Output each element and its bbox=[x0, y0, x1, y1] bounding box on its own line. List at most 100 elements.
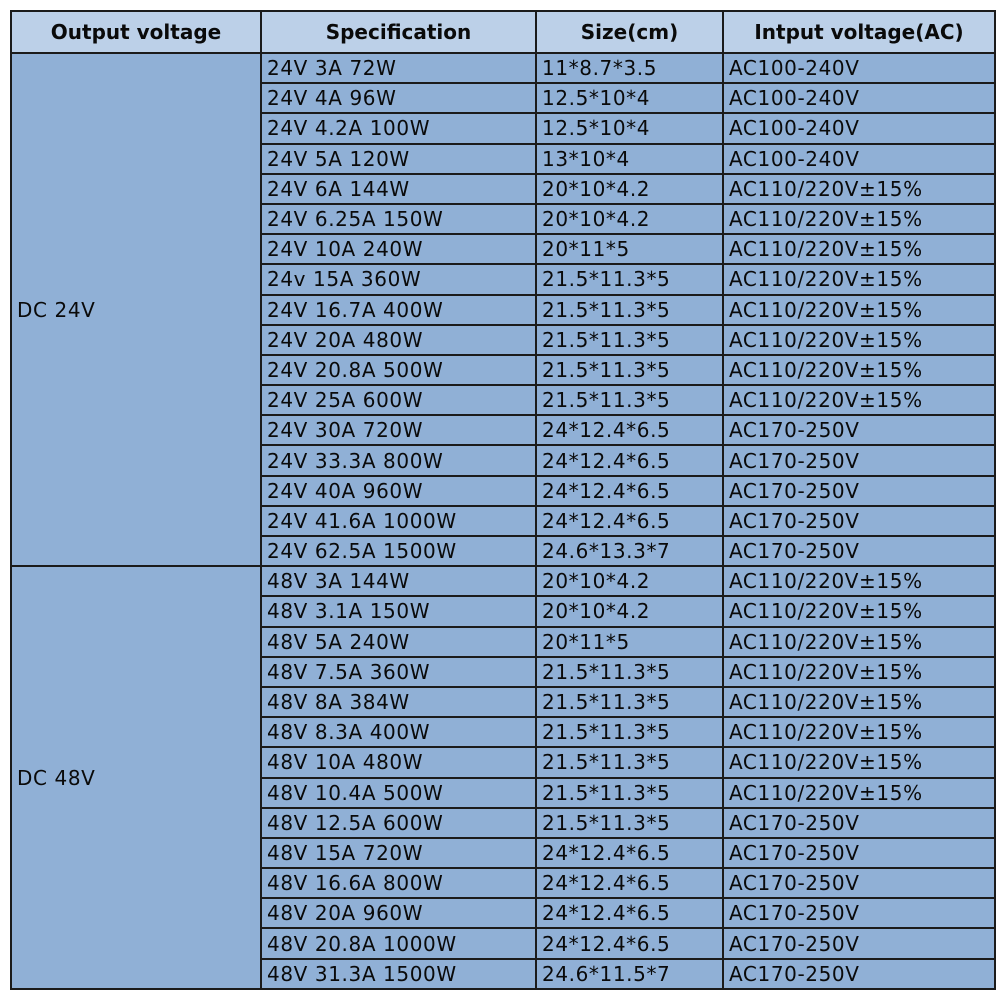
size-cell: 20*11*5 bbox=[535, 625, 724, 658]
size-cell: 21.5*11.3*5 bbox=[535, 806, 724, 839]
specification-cell: 48V 8A 384W bbox=[260, 685, 537, 719]
input-voltage-cell: AC110/220V±15% bbox=[722, 202, 996, 236]
size-cell: 24*12.4*6.5 bbox=[535, 444, 724, 477]
table-row: 24v 15A 360W 21.5*11.3*5 AC110/220V±15% bbox=[11, 263, 996, 296]
specification-cell: 24V 6A 144W bbox=[260, 172, 537, 205]
table-row: 24V 5A 120W 13*10*4 AC100-240V bbox=[11, 142, 996, 175]
size-cell: 21.5*11.3*5 bbox=[535, 353, 724, 387]
specification-cell: 24V 10A 240W bbox=[260, 233, 537, 266]
input-voltage-cell: AC110/220V±15% bbox=[722, 172, 996, 205]
input-voltage-cell: AC100-240V bbox=[722, 142, 996, 175]
input-voltage-cell: AC110/220V±15% bbox=[722, 685, 996, 719]
table-body: DC 24V 24V 3A 72W 11*8.7*3.5 AC100-240V 24V … bbox=[10, 51, 996, 991]
size-cell: 20*10*4.2 bbox=[535, 595, 724, 628]
size-cell: 21.5*11.3*5 bbox=[535, 263, 724, 296]
power-supply-spec-table: Output voltage Specification Size(cm) In… bbox=[10, 10, 996, 991]
table-row: 24V 33.3A 800W 24*12.4*6.5 AC170-250V bbox=[11, 444, 996, 477]
specification-cell: 24V 16.7A 400W bbox=[260, 293, 537, 326]
input-voltage-cell: AC170-250V bbox=[722, 836, 996, 870]
size-cell: 24*12.4*6.5 bbox=[535, 867, 724, 900]
table-row: 48V 20.8A 1000W 24*12.4*6.5 AC170-250V bbox=[11, 927, 996, 960]
table-row: DC 24V 24V 3A 72W 11*8.7*3.5 AC100-240V bbox=[10, 51, 996, 568]
table-row: 48V 12.5A 600W 21.5*11.3*5 AC170-250V bbox=[11, 806, 996, 839]
size-cell: 24*12.4*6.5 bbox=[535, 504, 724, 538]
size-cell: 21.5*11.3*5 bbox=[535, 746, 724, 779]
input-voltage-cell: AC110/220V±15% bbox=[722, 565, 996, 598]
spec-table-frame: Output voltage Specification Size(cm) In… bbox=[10, 10, 996, 991]
input-voltage-cell: AC110/220V±15% bbox=[722, 746, 996, 779]
size-cell: 21.5*11.3*5 bbox=[535, 776, 724, 809]
specification-cell: 48V 12.5A 600W bbox=[260, 806, 537, 839]
specification-cell: 24V 4.2A 100W bbox=[260, 112, 537, 145]
size-cell: 20*10*4.2 bbox=[535, 565, 724, 598]
header-output-voltage: Output voltage bbox=[10, 10, 262, 54]
size-cell: 24.6*13.3*7 bbox=[535, 534, 724, 568]
input-voltage-cell: AC110/220V±15% bbox=[722, 293, 996, 326]
table-row: 48V 8A 384W 21.5*11.3*5 AC110/220V±15% bbox=[11, 685, 996, 719]
specification-cell: 24V 20.8A 500W bbox=[260, 353, 537, 387]
group-label-dc-24v: DC 24V bbox=[10, 51, 262, 568]
group-label-dc-48v: DC 48V bbox=[10, 565, 262, 990]
input-voltage-cell: AC110/220V±15% bbox=[722, 716, 996, 749]
header-input-voltage: Intput voltage(AC) bbox=[722, 10, 996, 54]
input-voltage-cell: AC110/220V±15% bbox=[722, 384, 996, 417]
specification-cell: 24V 41.6A 1000W bbox=[260, 504, 537, 538]
table-row: 24V 4.2A 100W 12.5*10*4 AC100-240V bbox=[11, 112, 996, 145]
specification-cell: 48V 20A 960W bbox=[260, 897, 537, 930]
specification-cell: 48V 15A 720W bbox=[260, 836, 537, 870]
specification-cell: 24V 6.25A 150W bbox=[260, 202, 537, 236]
input-voltage-cell: AC170-250V bbox=[722, 897, 996, 930]
table-row: 24V 6.25A 150W 20*10*4.2 AC110/220V±15% bbox=[11, 202, 996, 236]
size-cell: 24*12.4*6.5 bbox=[535, 414, 724, 447]
size-cell: 24.6*11.5*7 bbox=[535, 957, 724, 991]
size-cell: 24*12.4*6.5 bbox=[535, 836, 724, 870]
table-row: 24V 16.7A 400W 21.5*11.3*5 AC110/220V±15% bbox=[11, 293, 996, 326]
input-voltage-cell: AC100-240V bbox=[722, 51, 996, 85]
table-row: 48V 3.1A 150W 20*10*4.2 AC110/220V±15% bbox=[11, 595, 996, 628]
header-specification: Specification bbox=[260, 10, 537, 54]
input-voltage-cell: AC100-240V bbox=[722, 82, 996, 115]
specification-cell: 48V 31.3A 1500W bbox=[260, 957, 537, 991]
specification-cell: 24V 40A 960W bbox=[260, 474, 537, 507]
specification-cell: 24v 15A 360W bbox=[260, 263, 537, 296]
table-row: 24V 4A 96W 12.5*10*4 AC100-240V bbox=[11, 82, 996, 115]
specification-cell: 48V 10A 480W bbox=[260, 746, 537, 779]
input-voltage-cell: AC170-250V bbox=[722, 957, 996, 991]
size-cell: 24*12.4*6.5 bbox=[535, 927, 724, 960]
table-row: DC 48V 48V 3A 144W 20*10*4.2 AC110/220V±15% bbox=[10, 565, 996, 990]
input-voltage-cell: AC110/220V±15% bbox=[722, 655, 996, 688]
input-voltage-cell: AC110/220V±15% bbox=[722, 625, 996, 658]
specification-cell: 24V 62.5A 1500W bbox=[260, 534, 537, 568]
specification-cell: 48V 8.3A 400W bbox=[260, 716, 537, 749]
size-cell: 12.5*10*4 bbox=[535, 82, 724, 115]
specification-cell: 24V 25A 600W bbox=[260, 384, 537, 417]
input-voltage-cell: AC170-250V bbox=[722, 867, 996, 900]
specification-cell: 48V 7.5A 360W bbox=[260, 655, 537, 688]
input-voltage-cell: AC110/220V±15% bbox=[722, 776, 996, 809]
specification-cell: 24V 20A 480W bbox=[260, 323, 537, 356]
specification-cell: 48V 16.6A 800W bbox=[260, 867, 537, 900]
specification-cell: 24V 4A 96W bbox=[260, 82, 537, 115]
table-row: 24V 25A 600W 21.5*11.3*5 AC110/220V±15% bbox=[11, 384, 996, 417]
input-voltage-cell: AC110/220V±15% bbox=[722, 323, 996, 356]
specification-cell: 24V 5A 120W bbox=[260, 142, 537, 175]
size-cell: 21.5*11.3*5 bbox=[535, 323, 724, 356]
input-voltage-cell: AC170-250V bbox=[722, 927, 996, 960]
table-row: 48V 8.3A 400W 21.5*11.3*5 AC110/220V±15% bbox=[11, 716, 996, 749]
table-row: 24V 20A 480W 21.5*11.3*5 AC110/220V±15% bbox=[11, 323, 996, 356]
size-cell: 24*12.4*6.5 bbox=[535, 474, 724, 507]
input-voltage-cell: AC110/220V±15% bbox=[722, 595, 996, 628]
table-row: 48V 5A 240W 20*11*5 AC110/220V±15% bbox=[11, 625, 996, 658]
input-voltage-cell: AC170-250V bbox=[722, 504, 996, 538]
size-cell: 21.5*11.3*5 bbox=[535, 655, 724, 688]
specification-cell: 48V 10.4A 500W bbox=[260, 776, 537, 809]
table-row: 24V 62.5A 1500W 24.6*13.3*7 AC170-250V bbox=[11, 534, 996, 568]
table-row: 48V 20A 960W 24*12.4*6.5 AC170-250V bbox=[11, 897, 996, 930]
input-voltage-cell: AC170-250V bbox=[722, 806, 996, 839]
table-row: 48V 10.4A 500W 21.5*11.3*5 AC110/220V±15% bbox=[11, 776, 996, 809]
table-row: 24V 10A 240W 20*11*5 AC110/220V±15% bbox=[11, 233, 996, 266]
size-cell: 20*11*5 bbox=[535, 233, 724, 266]
table-row: 48V 10A 480W 21.5*11.3*5 AC110/220V±15% bbox=[11, 746, 996, 779]
input-voltage-cell: AC110/220V±15% bbox=[722, 353, 996, 387]
specification-cell: 24V 3A 72W bbox=[260, 51, 537, 85]
